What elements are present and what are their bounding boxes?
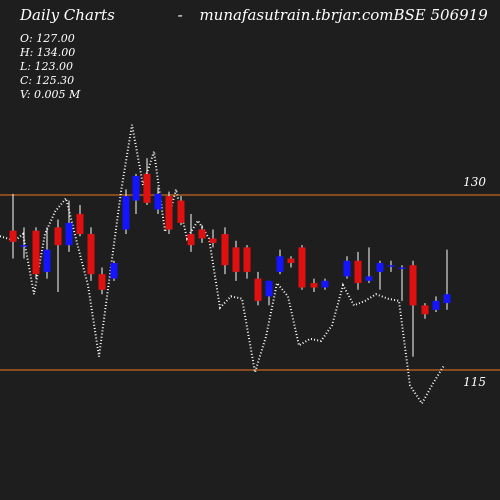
candle (65, 200, 73, 252)
candle-body (254, 278, 262, 301)
candle-body (243, 247, 251, 272)
candle (143, 158, 151, 206)
chart-title: Daily Charts - munafasutrain.tbrjar.comB… (20, 6, 488, 24)
candle (254, 271, 262, 306)
candle-body (165, 196, 173, 230)
candle-body (398, 267, 406, 269)
candle-body (421, 305, 429, 315)
candle-body (387, 265, 395, 267)
candle-body (76, 213, 84, 235)
candle (132, 173, 140, 214)
candle (443, 249, 451, 310)
candle-body (143, 173, 151, 203)
candle (398, 265, 406, 301)
candle (32, 227, 40, 279)
candle (187, 213, 195, 252)
candle (354, 251, 362, 290)
candle (177, 196, 185, 226)
candle-body (365, 276, 373, 281)
candle-body (321, 280, 329, 288)
candle (221, 227, 229, 275)
candle-body (87, 234, 95, 275)
candle (310, 278, 318, 292)
low-value: L: 123.00 (20, 60, 73, 73)
candle-body (265, 280, 273, 297)
candle-body (54, 227, 62, 246)
close-value: C: 125.30 (20, 74, 75, 87)
candle-body (187, 234, 195, 246)
candle-body (287, 258, 295, 263)
average-line (0, 124, 445, 406)
title-separator: - (177, 6, 183, 24)
candle-body (276, 256, 284, 272)
candle-body (409, 265, 417, 306)
candle (87, 227, 95, 281)
candle-body (132, 176, 140, 201)
candle (243, 245, 251, 279)
candle-body (376, 262, 384, 272)
candle (198, 225, 206, 243)
candle-body (443, 294, 451, 304)
candle (110, 260, 118, 281)
candle (122, 189, 130, 235)
candle-body (154, 193, 162, 210)
candle-body (65, 222, 73, 246)
candle-body (432, 300, 440, 310)
candle (421, 303, 429, 319)
candle-body (198, 229, 206, 239)
ohlc-readout: O: 127.00 H: 134.00 L: 123.00 C: 125.30 … (20, 32, 80, 102)
candle-body (177, 200, 185, 223)
candle-body (98, 274, 106, 290)
open-value: O: 127.00 (20, 32, 75, 45)
candle (209, 229, 217, 248)
candle-body (354, 260, 362, 284)
candle (98, 267, 106, 295)
candle-body (298, 247, 306, 288)
candle-body (122, 196, 130, 230)
candle (76, 205, 84, 237)
candle (232, 240, 240, 281)
candle-body (310, 283, 318, 288)
candle (287, 256, 295, 268)
candle (20, 227, 28, 259)
candle (376, 260, 384, 290)
volume-value: V: 0.005 M (20, 88, 81, 101)
candle (9, 193, 17, 259)
candle-body (20, 245, 28, 247)
site-label: munafasutrain.tbrjar.comBSE 506919 (199, 6, 488, 24)
candle-body (9, 230, 17, 242)
candle (54, 219, 62, 292)
candle (165, 191, 173, 235)
candle (154, 187, 162, 214)
candle (343, 256, 351, 279)
high-value: H: 134.00 (20, 46, 76, 59)
candle (43, 227, 51, 279)
candle (387, 260, 395, 272)
candle (265, 280, 273, 306)
candle-body (221, 234, 229, 266)
chart-title-label: Daily Charts (20, 6, 115, 24)
candle-body (343, 260, 351, 277)
candle-body (43, 249, 51, 272)
candle (298, 245, 306, 290)
candle (276, 249, 284, 275)
level-label-130: 130 (463, 175, 486, 189)
candle (321, 278, 329, 290)
candle (409, 260, 417, 357)
candle (365, 247, 373, 284)
candle-body (110, 262, 118, 279)
candle-body (32, 230, 40, 275)
level-label-115: 115 (463, 375, 486, 389)
candle-body (232, 247, 240, 272)
candle-body (209, 238, 217, 243)
candle (432, 296, 440, 313)
